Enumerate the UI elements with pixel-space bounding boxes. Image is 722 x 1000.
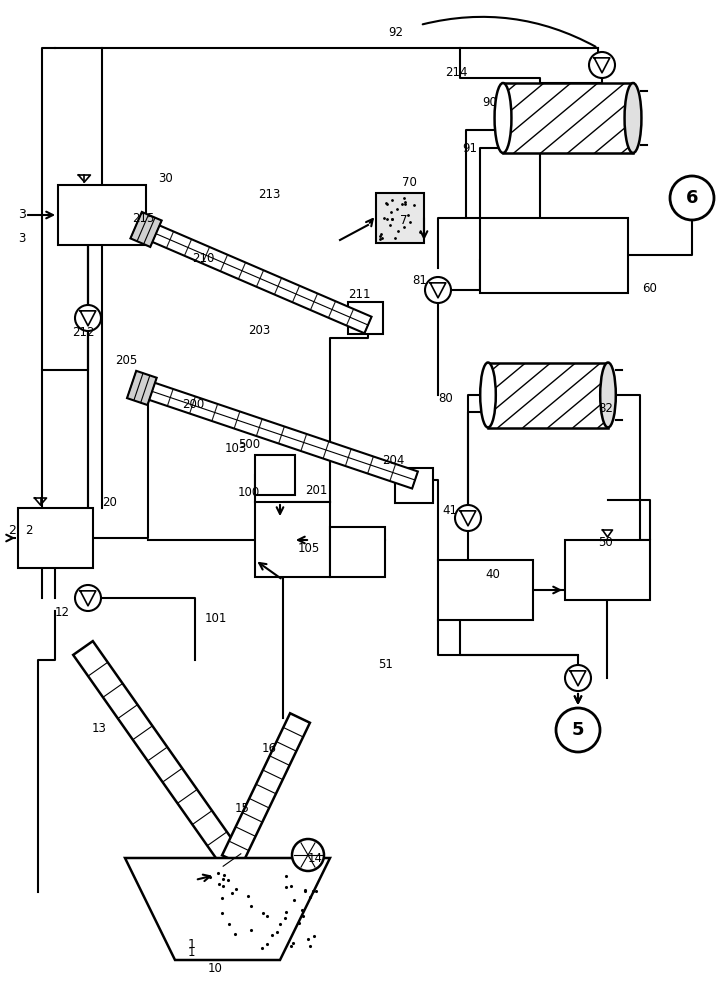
Text: 1: 1	[188, 946, 196, 958]
Text: 103: 103	[225, 442, 247, 454]
Text: 201: 201	[305, 484, 327, 496]
Circle shape	[455, 505, 481, 531]
Text: 105: 105	[298, 542, 321, 554]
Bar	[348, 302, 383, 334]
Ellipse shape	[480, 362, 496, 428]
Ellipse shape	[495, 83, 511, 153]
Polygon shape	[73, 641, 242, 867]
Text: 40: 40	[485, 568, 500, 582]
Text: 80: 80	[438, 391, 453, 404]
Text: 205: 205	[115, 354, 137, 366]
Polygon shape	[131, 212, 162, 247]
Circle shape	[565, 665, 591, 691]
Polygon shape	[145, 381, 418, 489]
Text: 90: 90	[482, 96, 497, 108]
Text: 210: 210	[192, 251, 214, 264]
Text: 91: 91	[462, 141, 477, 154]
Text: 10: 10	[208, 962, 223, 974]
Text: 1: 1	[188, 938, 196, 952]
Circle shape	[292, 839, 324, 871]
Text: 70: 70	[402, 176, 417, 188]
Text: 101: 101	[205, 611, 227, 624]
Circle shape	[75, 305, 101, 331]
Polygon shape	[222, 713, 310, 865]
Text: 6: 6	[686, 189, 698, 207]
Ellipse shape	[600, 362, 616, 428]
Text: 30: 30	[158, 172, 173, 184]
Text: 82: 82	[598, 401, 613, 414]
Text: 20: 20	[102, 495, 117, 508]
Circle shape	[589, 52, 615, 78]
Bar	[395, 468, 433, 503]
Bar	[330, 527, 385, 577]
Text: 60: 60	[642, 282, 657, 294]
Text: 81: 81	[412, 273, 427, 286]
Bar	[255, 502, 330, 577]
Bar	[255, 455, 295, 495]
Bar	[480, 218, 628, 293]
Text: 213: 213	[258, 188, 280, 202]
Text: 13: 13	[92, 722, 107, 734]
Bar	[488, 362, 608, 428]
Text: 7: 7	[400, 214, 407, 227]
Text: 15: 15	[235, 802, 250, 814]
Circle shape	[556, 708, 600, 752]
Text: 500: 500	[238, 438, 260, 452]
Text: 214: 214	[445, 66, 468, 79]
Text: 14: 14	[308, 852, 323, 864]
Text: 51: 51	[378, 658, 393, 672]
Bar	[438, 560, 533, 620]
Text: 204: 204	[382, 454, 404, 466]
Polygon shape	[149, 224, 372, 333]
Text: 5: 5	[572, 721, 584, 739]
Ellipse shape	[625, 83, 641, 153]
Polygon shape	[125, 858, 330, 960]
Text: 200: 200	[182, 398, 204, 412]
Text: 3: 3	[18, 209, 26, 222]
Text: 215: 215	[132, 212, 155, 225]
Text: 2: 2	[25, 524, 32, 536]
Text: 2: 2	[8, 524, 16, 536]
Text: 92: 92	[388, 25, 403, 38]
Circle shape	[425, 277, 451, 303]
Text: 212: 212	[72, 326, 95, 338]
Circle shape	[670, 176, 714, 220]
Text: 50: 50	[598, 536, 613, 548]
Text: 211: 211	[348, 288, 370, 302]
Bar	[565, 540, 650, 600]
Bar	[58, 185, 146, 245]
Text: 41: 41	[442, 504, 457, 516]
Bar	[376, 193, 424, 243]
Text: 12: 12	[55, 605, 70, 618]
Bar	[18, 508, 93, 568]
Circle shape	[75, 585, 101, 611]
Bar	[503, 83, 633, 153]
Text: 3: 3	[18, 232, 25, 244]
Text: 16: 16	[262, 742, 277, 754]
Text: 203: 203	[248, 324, 270, 336]
Polygon shape	[127, 371, 157, 405]
Text: 100: 100	[238, 486, 260, 498]
